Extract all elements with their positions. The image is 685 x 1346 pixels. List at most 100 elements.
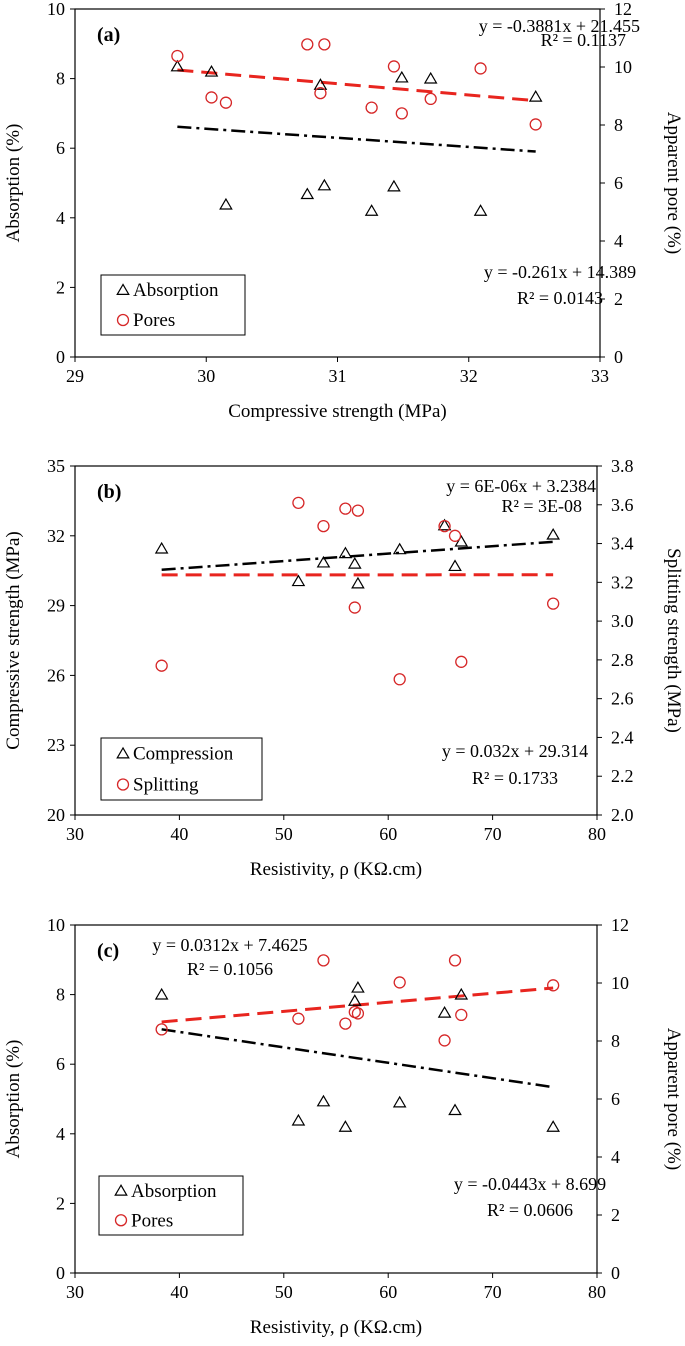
- x-tick-label: 30: [66, 1282, 84, 1302]
- data-point: [316, 555, 331, 568]
- trend-r2-splitting: R² = 3E-08: [501, 496, 582, 516]
- data-point: [348, 601, 361, 614]
- data-point: [300, 187, 315, 200]
- series-absorption: [154, 980, 560, 1132]
- legend-box: [98, 1175, 244, 1236]
- trend-r2-compression: R² = 0.1733: [472, 768, 558, 788]
- series-splitting: [155, 496, 560, 686]
- x-tick-label: 50: [275, 824, 293, 844]
- data-point: [473, 204, 488, 216]
- series-compression: [154, 518, 560, 589]
- trendline-absorption: [161, 1028, 554, 1089]
- data-point: [528, 90, 543, 102]
- trendline-compression: [161, 540, 554, 572]
- data-point: [529, 118, 542, 131]
- y2-tick-label: 6: [614, 173, 623, 193]
- x-tick-label: 60: [379, 824, 397, 844]
- y2-tick-label: 2: [611, 1205, 620, 1225]
- y2-tick-label: 2.0: [611, 805, 634, 825]
- data-point: [392, 542, 407, 555]
- data-point: [338, 1120, 353, 1132]
- data-point: [291, 1113, 306, 1126]
- y-tick-label: 6: [56, 138, 65, 158]
- y-tick-label: 29: [47, 596, 65, 616]
- y-tick-label: 35: [47, 456, 65, 476]
- legend-label-absorption: Absorption: [133, 280, 219, 301]
- trend-r2-pores: R² = 0.1137: [541, 30, 626, 50]
- y-tick-label: 23: [47, 735, 65, 755]
- data-point: [204, 64, 219, 77]
- y-axis-label: Compressive strength (MPa): [3, 531, 24, 749]
- y2-tick-label: 2: [614, 289, 623, 309]
- y2-tick-label: 2.4: [611, 727, 634, 747]
- legend-marker-splitting: [116, 778, 130, 791]
- y-tick-label: 8: [56, 985, 65, 1005]
- y-axis-label: Absorption (%): [3, 124, 24, 243]
- y-tick-label: 4: [56, 1124, 65, 1144]
- data-point: [387, 60, 401, 73]
- series-pores: [155, 954, 560, 1047]
- y-tick-label: 2: [56, 1193, 65, 1213]
- data-point: [448, 954, 462, 967]
- y2-axis-label: Apparent pore (%): [663, 112, 684, 254]
- data-point: [351, 980, 365, 993]
- data-point: [455, 655, 468, 668]
- data-point: [454, 987, 469, 1000]
- y2-tick-label: 8: [611, 1031, 620, 1051]
- y-tick-label: 2: [56, 277, 65, 297]
- data-point: [437, 518, 452, 531]
- trend-equation-pores: y = 0.0312x + 7.4625: [152, 935, 307, 955]
- data-point: [547, 979, 560, 992]
- legend-marker-absorption: [116, 283, 130, 295]
- y2-tick-label: 6: [611, 1089, 620, 1109]
- data-point: [392, 1095, 407, 1108]
- y-tick-label: 20: [47, 805, 65, 825]
- y2-tick-label: 3.8: [611, 456, 634, 476]
- y2-tick-label: 3.2: [611, 572, 634, 592]
- data-point: [219, 96, 233, 109]
- legend-marker-compression: [116, 746, 130, 759]
- x-axis-label: Resistivity, ρ (KΩ.cm): [250, 859, 422, 880]
- data-point: [454, 534, 469, 547]
- data-point: [438, 1034, 451, 1047]
- legend-label-absorption: Absorption: [131, 1181, 217, 1202]
- y2-tick-label: 2.6: [611, 689, 634, 709]
- y2-axis-label: Splitting strength (MPa): [663, 548, 684, 733]
- y2-tick-label: 0: [614, 347, 623, 367]
- data-point: [316, 1094, 331, 1107]
- y2-tick-label: 2.8: [611, 650, 634, 670]
- data-point: [423, 71, 438, 84]
- trend-equation-pores: y = -0.3881x + 21.455: [479, 16, 640, 36]
- trend-r2-pores: R² = 0.1056: [187, 959, 273, 979]
- x-tick-label: 32: [460, 366, 478, 386]
- x-tick-label: 80: [588, 824, 606, 844]
- data-point: [393, 673, 406, 686]
- trendline-absorption: [177, 125, 536, 153]
- x-axis-label: Resistivity, ρ (KΩ.cm): [250, 1317, 422, 1338]
- data-point: [546, 1120, 560, 1132]
- data-point: [155, 659, 168, 672]
- y-tick-label: 8: [56, 69, 65, 89]
- data-point: [424, 92, 437, 106]
- data-point: [395, 107, 408, 120]
- chart-panel-c: 30 40 50 60 70 800246810024681012Resistivity,…: [3, 915, 684, 1338]
- y2-tick-label: 4: [611, 1147, 620, 1167]
- data-point: [317, 178, 332, 191]
- data-point: [351, 504, 365, 517]
- legend-label-compression: Compression: [133, 744, 234, 765]
- data-point: [387, 179, 401, 192]
- legend: Absorption Pores: [98, 1175, 244, 1236]
- plot-area: [74, 465, 598, 816]
- panel-label: (b): [97, 481, 121, 503]
- trend-equation-absorption: y = -0.0443x + 8.699: [454, 1174, 606, 1194]
- trend-equation-splitting: y = 6E-06x + 3.2384: [446, 476, 596, 496]
- data-point: [347, 557, 362, 569]
- data-point: [339, 502, 352, 515]
- trend-equation-absorption: y = -0.261x + 14.389: [484, 262, 636, 282]
- x-tick-label: 30: [66, 824, 84, 844]
- data-point: [318, 38, 331, 51]
- data-point: [154, 987, 169, 1000]
- x-tick-label: 29: [66, 366, 84, 386]
